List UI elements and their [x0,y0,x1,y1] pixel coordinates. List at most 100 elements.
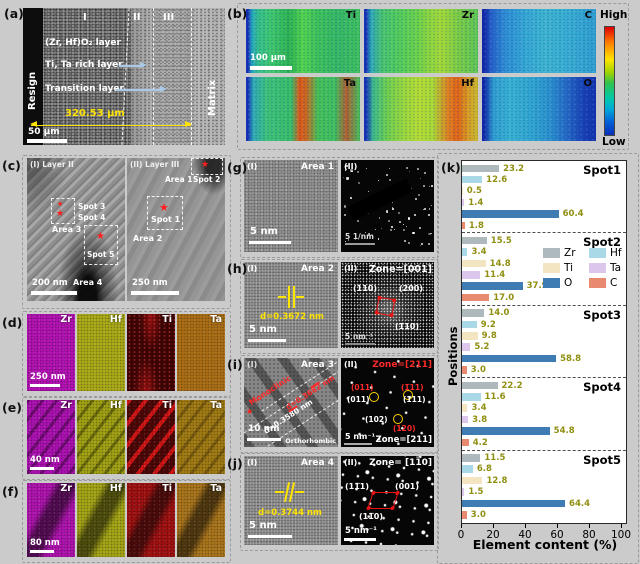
diffraction-spot [402,228,405,232]
eds-map-hf: Hf [364,77,478,141]
element-map-d-zr: Zr 250 nm [27,314,75,391]
diffraction-spot [389,229,392,232]
area3-box [51,198,75,224]
bar-value-label: 4.2 [472,437,488,448]
diffraction-spot [409,170,411,172]
bar-ta-spot1 [462,198,465,207]
spot-110-label: (11̅0) [359,512,384,521]
spot5-box [84,225,118,265]
diffraction-spot [418,194,421,197]
bar-chart: Spot1 23.2 12.6 0.5 1.4 60.4 1.8 Spot2 15.5 3.4 14… [461,160,627,524]
bar-o-spot3 [462,354,557,363]
bar-value-label: 11.5 [484,453,506,464]
diffraction-spot [427,243,430,246]
bar-c-spot3 [462,366,467,374]
diffraction-spot [392,208,394,210]
d-spacing-arrow [295,491,304,493]
bar-ti-spot2 [462,259,486,268]
tem1-title: (I) Layer II [30,160,74,169]
region-1-label: I [83,12,87,23]
legend-item-zr: Zr [543,247,589,259]
bar-zr-spot5 [462,454,481,462]
x-tick-label: 40 [518,529,532,541]
eds-map-grid: Ti 100 μm Zr C Ta Hf O [246,9,596,141]
bar-value-label: 3.0 [470,365,486,376]
bar-value-label: 3.0 [470,510,486,521]
region-boundary-line [191,8,192,145]
bar-c-spot2 [462,293,490,302]
bar-hf-spot3 [462,320,477,329]
scalebar [344,538,376,541]
legend-swatch [543,263,560,273]
diffraction-spot [367,232,371,235]
d-spacing-arrow [275,491,284,493]
marker-star: ★ [246,407,254,416]
diffraction-spot [388,220,391,223]
diffraction-spot [406,166,409,169]
orthorhombic-label: Orthorhombic [285,437,336,445]
scalebar [250,66,292,70]
diffraction-spot [347,239,350,241]
diffraction-spot [374,228,377,230]
sub-label: (II) [344,162,358,171]
scalebar-label: 5 1/nm [345,232,374,241]
area3-label: Area 3 [301,360,334,370]
element-map-d-hf: Hf [77,314,125,391]
panel-i-label: (i) [227,357,243,372]
bar-value-label: 3.8 [472,414,488,425]
panel-b-label: (b) [227,6,248,21]
colorbar-low-label: Low [602,136,626,148]
scalebar-label: 10 nm [248,424,280,434]
measurement-double-arrow [30,121,192,128]
element-map-f-zr: Zr 80 nm [27,483,75,557]
map-element-label: Hf [109,314,122,325]
bar-zr-spot3 [462,309,485,317]
map-element-label: C [584,10,592,21]
bar-value-label: 58.8 [560,353,582,364]
bar-o-spot1 [462,210,559,218]
diffraction-spot [357,220,360,223]
diffraction-spot [380,227,383,230]
annotation-arrow [116,86,167,92]
element-map-d-ta: Ta [177,314,225,391]
element-map-e-ti: Ti [127,400,175,474]
bar-ta-spot5 [462,488,465,496]
bar-value-label: 60.4 [562,209,584,220]
diffraction-spot [391,225,394,228]
legend-item-c: C [589,277,635,289]
diffraction-spot [421,242,424,245]
bar-o-spot4 [462,427,550,435]
matrix-label: Matrix [207,79,218,116]
bar-c-spot1 [462,221,465,230]
bar-value-label: 37.9 [526,281,548,292]
hrtem-area3-image: (I) Area 3 Monoclinic ★ d=0.3682 nm d=0.… [244,358,338,447]
scalebar [27,139,67,143]
map-element-label: Ti [162,314,172,325]
legend-label: Ti [564,262,574,274]
x-tick-label: 20 [486,529,500,541]
diffraction-area4-image: (II) Zone= [11̅0] (11̅1) (001) (11̅0) 5 … [341,456,434,545]
scalebar [247,438,281,441]
map-element-label: Hf [109,483,122,494]
region-2-label: II [133,12,141,23]
scalebar [248,339,286,342]
bar-value-label: 14.0 [488,308,510,319]
bar-value-label: 1.8 [468,220,484,231]
scalebar-label: 5 nm⁻¹ [345,432,376,441]
spot4-label: Spot 4 [78,213,106,222]
bar-value-label: 9.8 [481,331,497,342]
bar-ta-spot3 [462,343,471,352]
chart-legend: Zr Hf Ti Ta O C [543,247,635,289]
sub-label: (I) [247,458,258,467]
bar-zr-spot4 [462,381,498,390]
bar-value-label: 1.5 [468,487,484,498]
element-map-f-ta: Ta [177,483,225,557]
diffraction-spot [349,197,352,200]
panel-c-label: (c) [2,158,21,173]
spot1-box [147,196,183,230]
element-map-e-ta: Ta [177,400,225,474]
legend-item-ti: Ti [543,262,589,274]
eds-map-zr: Zr [364,9,478,73]
hrtem-area1-image: (I) Area 1 5 nm [244,160,338,252]
scalebar-label: 5 nm [249,520,277,531]
